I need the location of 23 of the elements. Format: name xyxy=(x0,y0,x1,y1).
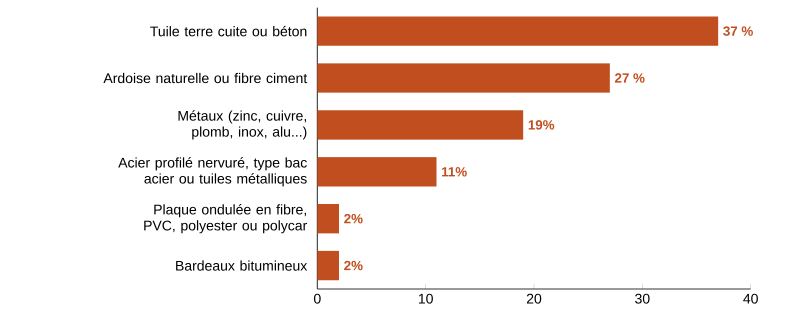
bar xyxy=(317,110,524,140)
x-tick-label: 10 xyxy=(418,294,433,304)
y-tick-label: Plaque ondulée en fibre, PVC, polyester ou polycar xyxy=(144,204,308,234)
x-tick-label: 0 xyxy=(314,294,321,304)
y-tick-label: Métaux (zinc, cuivre, plomb, inox, alu...) xyxy=(178,110,306,140)
data-label: 11% xyxy=(442,167,467,176)
y-tick-label: Ardoise naturelle ou fibre ciment xyxy=(103,72,308,84)
bar xyxy=(317,63,610,93)
y-tick-label: Acier profilé nervuré, type bac acier ou tuiles métalliques xyxy=(118,157,307,186)
bar xyxy=(317,204,339,234)
x-tick-label: 30 xyxy=(635,294,650,304)
bar xyxy=(317,250,339,280)
data-label: 19% xyxy=(528,120,554,130)
bar xyxy=(317,16,718,46)
data-label: 2% xyxy=(344,214,363,224)
x-tick-label: 40 xyxy=(743,294,758,304)
x-tick-label: 20 xyxy=(526,294,542,304)
data-label: 2% xyxy=(344,260,363,270)
data-label: 37 % xyxy=(723,26,753,36)
y-tick-label: Bardeaux bitumineux xyxy=(176,260,308,271)
data-label: 27 % xyxy=(615,73,645,83)
y-tick-label: Tuile terre cuite ou béton xyxy=(150,26,306,36)
bar xyxy=(317,157,436,186)
